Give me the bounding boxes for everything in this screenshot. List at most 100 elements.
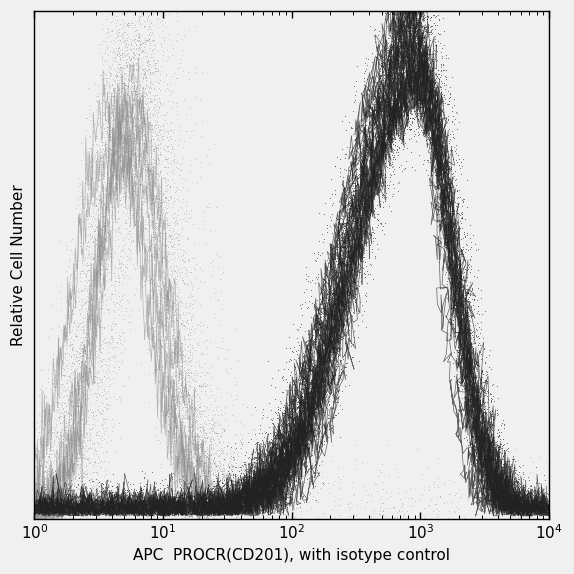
Point <box>39 514 48 523</box>
Point <box>212 481 221 490</box>
Point <box>199 494 208 503</box>
Point <box>408 18 417 27</box>
Point <box>363 125 373 134</box>
Point <box>48 494 57 503</box>
Point <box>254 505 263 514</box>
Point <box>36 476 45 485</box>
Point <box>129 203 138 212</box>
Point <box>285 356 294 366</box>
Point <box>207 386 216 395</box>
Point <box>57 504 66 513</box>
Point <box>194 462 203 471</box>
Point <box>48 464 57 473</box>
Point <box>38 509 47 518</box>
Point <box>108 343 118 352</box>
Point <box>182 461 191 470</box>
Point <box>44 428 53 437</box>
Point <box>68 461 77 470</box>
Point <box>84 503 94 513</box>
Point <box>273 470 282 479</box>
Point <box>490 502 499 511</box>
Point <box>357 160 366 169</box>
Point <box>204 428 213 437</box>
Point <box>199 431 208 440</box>
Point <box>234 506 243 515</box>
Point <box>301 514 310 523</box>
Point <box>136 0 145 5</box>
Point <box>65 486 75 495</box>
Point <box>139 196 149 205</box>
Point <box>211 474 220 483</box>
Point <box>60 493 69 502</box>
Point <box>115 66 124 75</box>
Point <box>406 39 416 48</box>
Point <box>239 457 248 466</box>
Point <box>180 421 189 430</box>
Point <box>353 221 362 230</box>
Point <box>188 220 197 229</box>
Point <box>452 269 461 278</box>
Point <box>181 447 191 456</box>
Point <box>476 484 486 493</box>
Point <box>299 379 308 389</box>
Point <box>334 284 343 293</box>
Point <box>116 141 125 150</box>
Point <box>362 262 371 271</box>
Point <box>170 395 180 404</box>
Point <box>172 234 181 243</box>
Point <box>367 512 376 521</box>
Point <box>174 230 184 239</box>
Point <box>467 362 476 371</box>
Point <box>68 491 77 501</box>
Point <box>114 143 123 152</box>
Point <box>444 270 453 280</box>
Point <box>359 169 369 179</box>
Point <box>174 514 183 523</box>
Point <box>132 191 141 200</box>
Point <box>64 358 73 367</box>
Point <box>36 514 45 523</box>
Point <box>134 17 143 26</box>
Point <box>467 413 476 422</box>
Point <box>232 459 241 468</box>
Point <box>53 368 62 377</box>
Point <box>377 514 386 523</box>
Point <box>271 502 280 511</box>
Point <box>167 331 176 340</box>
Point <box>69 480 79 490</box>
Point <box>90 487 99 497</box>
Point <box>77 393 87 402</box>
Point <box>504 494 513 503</box>
Point <box>91 457 100 466</box>
Point <box>141 88 150 98</box>
Point <box>89 423 98 432</box>
Point <box>38 504 48 513</box>
Point <box>185 452 195 461</box>
Point <box>151 179 160 188</box>
Point <box>351 200 360 210</box>
Point <box>149 68 158 77</box>
Point <box>357 177 366 187</box>
Point <box>79 285 88 294</box>
Point <box>112 217 121 226</box>
Point <box>356 241 366 250</box>
Point <box>239 502 249 511</box>
Point <box>502 514 511 523</box>
Point <box>421 76 430 86</box>
Point <box>237 434 246 443</box>
Point <box>377 498 386 507</box>
Point <box>268 471 277 480</box>
Point <box>208 514 217 523</box>
Point <box>73 514 83 523</box>
Point <box>84 304 93 313</box>
Point <box>121 187 130 196</box>
Point <box>30 504 40 513</box>
Point <box>129 162 138 171</box>
Point <box>115 135 125 144</box>
Point <box>280 472 289 481</box>
Point <box>347 225 356 234</box>
Point <box>143 507 152 517</box>
Point <box>75 351 84 360</box>
Point <box>514 467 523 476</box>
Point <box>181 407 191 416</box>
